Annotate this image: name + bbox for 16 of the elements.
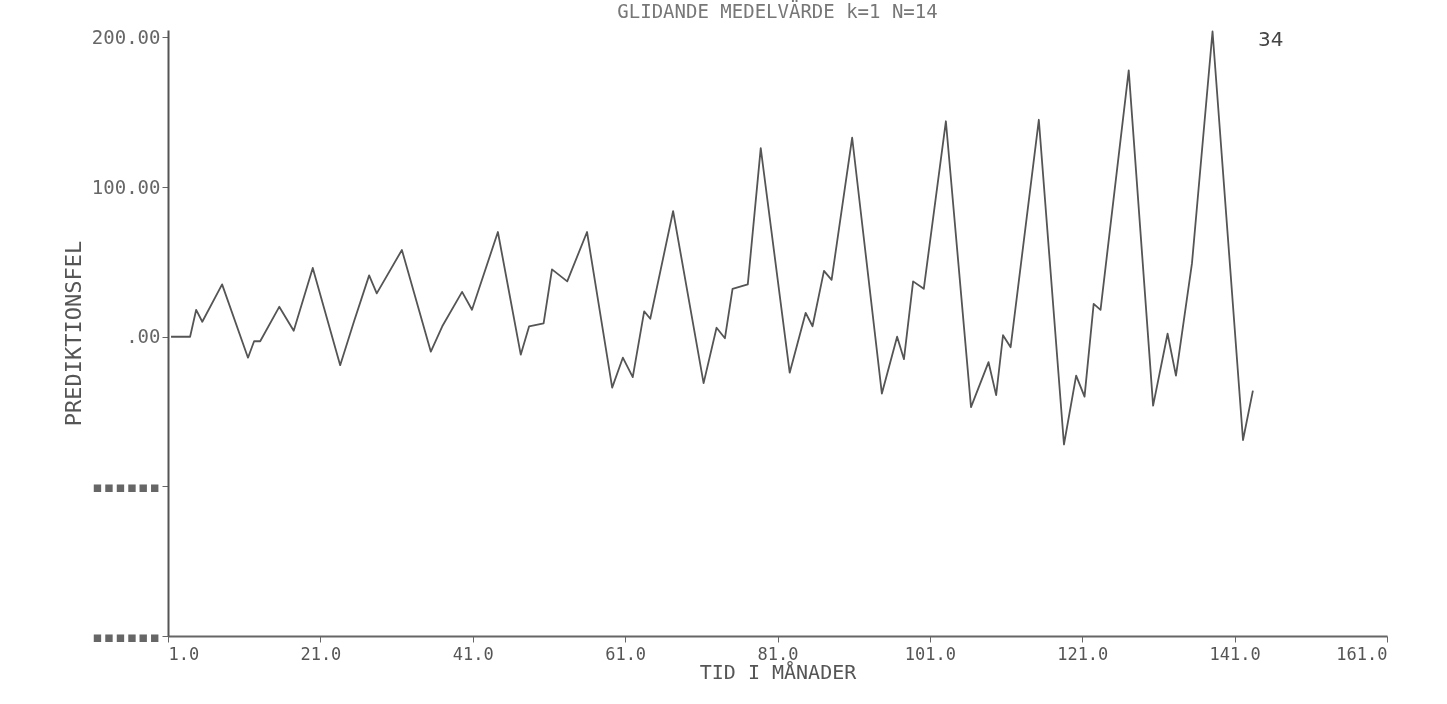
x-tick-label: 61.0 (605, 643, 647, 664)
x-tick-label: 41.0 (452, 643, 494, 664)
x-tick-label: 141.0 (1209, 643, 1261, 664)
y-tick-label: ▪▪▪▪▪▪ (91, 624, 161, 647)
x-tick-label: 1.0 (168, 643, 200, 664)
y-tick-label: .00 (126, 325, 161, 348)
x-tick-label: 161.0 (1336, 643, 1388, 664)
annotation: 34 (1258, 27, 1284, 51)
y-tick-label: 100.00 (91, 175, 161, 198)
x-tick-label: 101.0 (904, 643, 956, 664)
x-tick-label: 21.0 (300, 643, 342, 664)
y-tick-label: 200.00 (91, 25, 161, 48)
x-tick-label: 121.0 (1057, 643, 1109, 664)
y-axis-title: PREDIKTIONSFEL (60, 240, 86, 427)
y-tick-label: ▪▪▪▪▪▪ (91, 474, 161, 497)
chart-title: GLIDANDE MEDELVÄRDE k=1 N=14 (617, 0, 938, 23)
